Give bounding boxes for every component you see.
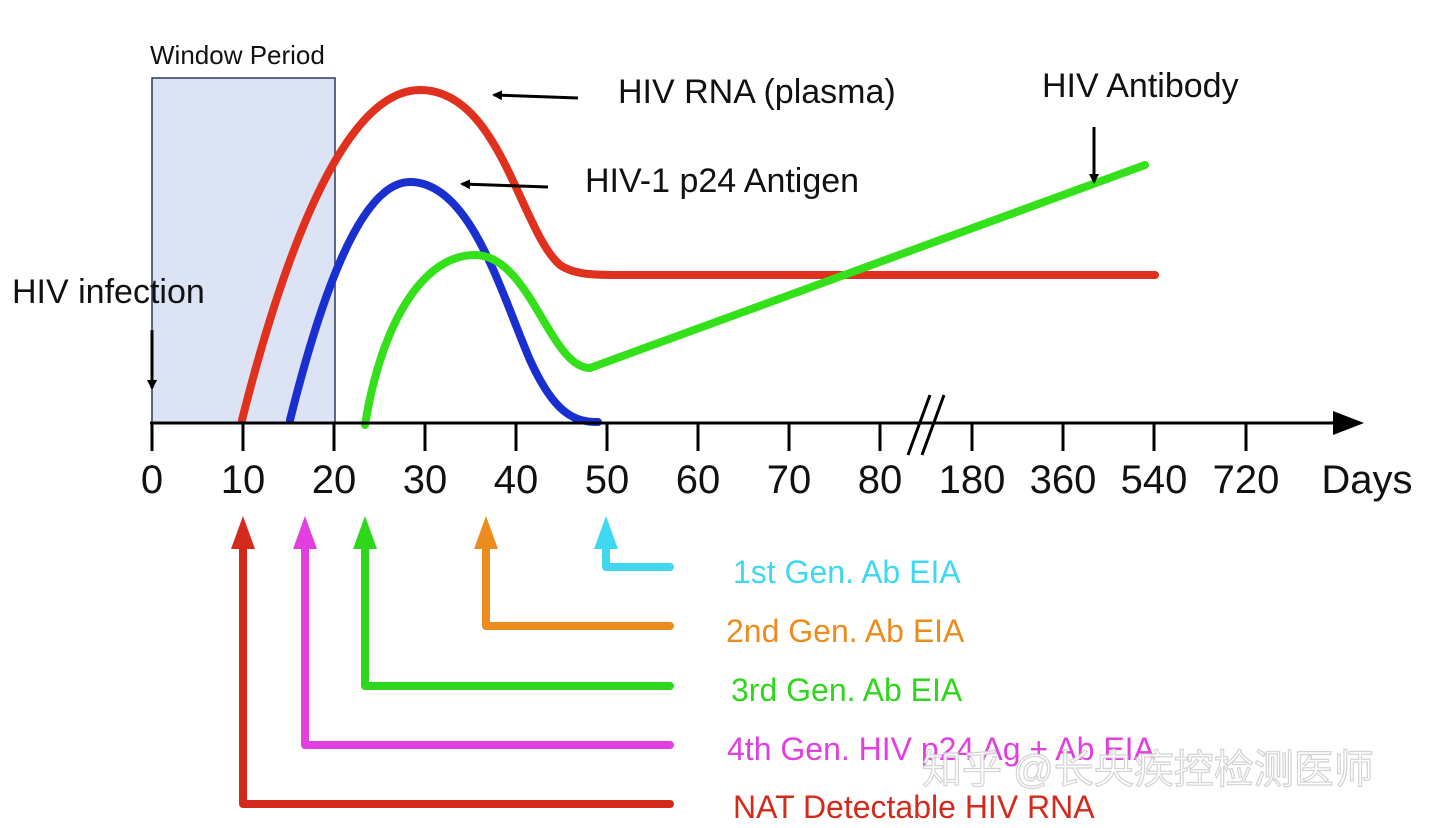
test-line-4th-gen xyxy=(301,541,674,749)
x-tick-label-50: 50 xyxy=(585,458,630,502)
p24-pointer-arrow xyxy=(460,179,549,190)
test-arrowhead-4th-gen xyxy=(293,516,317,549)
x-tick-label-180: 180 xyxy=(939,458,1006,502)
test-line-nat xyxy=(239,541,674,808)
test-line-1st-gen xyxy=(602,541,674,571)
test-arrowhead-1st-gen xyxy=(594,516,618,549)
test-arrowhead-3rd-gen xyxy=(353,516,377,549)
watermark: 知乎 @长央疾控检测医师 xyxy=(922,748,1374,792)
x-tick-label-80: 80 xyxy=(858,458,903,502)
x-axis-ticks xyxy=(150,423,1248,451)
test-line-3rd-gen xyxy=(361,541,674,690)
x-tick-label-0: 0 xyxy=(141,458,163,502)
test-arrowhead-nat xyxy=(231,516,255,549)
rna-curve xyxy=(238,86,1159,424)
x-tick-label-540: 540 xyxy=(1121,458,1188,502)
test-label-3rd-gen: 3rd Gen. Ab EIA xyxy=(731,672,963,708)
window-period-box xyxy=(151,77,336,424)
x-tick-label-10: 10 xyxy=(221,458,266,502)
x-tick-label-40: 40 xyxy=(494,458,539,502)
rna-label: HIV RNA (plasma) xyxy=(618,73,896,111)
window-period-label: Window Period xyxy=(150,40,325,70)
axis-break-mark xyxy=(906,394,946,456)
p24-curve xyxy=(286,178,602,426)
x-tick-label-30: 30 xyxy=(403,458,448,502)
test-label-1st-gen: 1st Gen. Ab EIA xyxy=(733,554,961,590)
antibody-curve xyxy=(361,161,1149,429)
x-tick-label-360: 360 xyxy=(1030,458,1097,502)
test-label-2nd-gen: 2nd Gen. Ab EIA xyxy=(726,613,965,649)
x-axis-tick-labels: 0 10 20 30 40 50 60 70 80 180 360 540 720 xyxy=(141,458,1280,502)
rna-pointer-arrow xyxy=(492,90,579,101)
test-arrowhead-2nd-gen xyxy=(474,516,498,549)
x-tick-label-720: 720 xyxy=(1213,458,1280,502)
x-tick-label-60: 60 xyxy=(676,458,721,502)
infection-label: HIV infection xyxy=(12,273,205,311)
x-axis-arrowhead xyxy=(1333,411,1364,435)
test-label-nat: NAT Detectable HIV RNA xyxy=(733,789,1095,825)
x-axis-unit-label: Days xyxy=(1321,458,1412,502)
p24-label: HIV-1 p24 Antigen xyxy=(585,162,859,200)
test-line-2nd-gen xyxy=(482,541,674,630)
x-tick-label-20: 20 xyxy=(312,458,357,502)
test-label-4th-gen: 4th Gen. HIV p24 Ag + Ab EIA xyxy=(727,731,1156,767)
antibody-label: HIV Antibody xyxy=(1042,67,1239,105)
x-tick-label-70: 70 xyxy=(767,458,812,502)
